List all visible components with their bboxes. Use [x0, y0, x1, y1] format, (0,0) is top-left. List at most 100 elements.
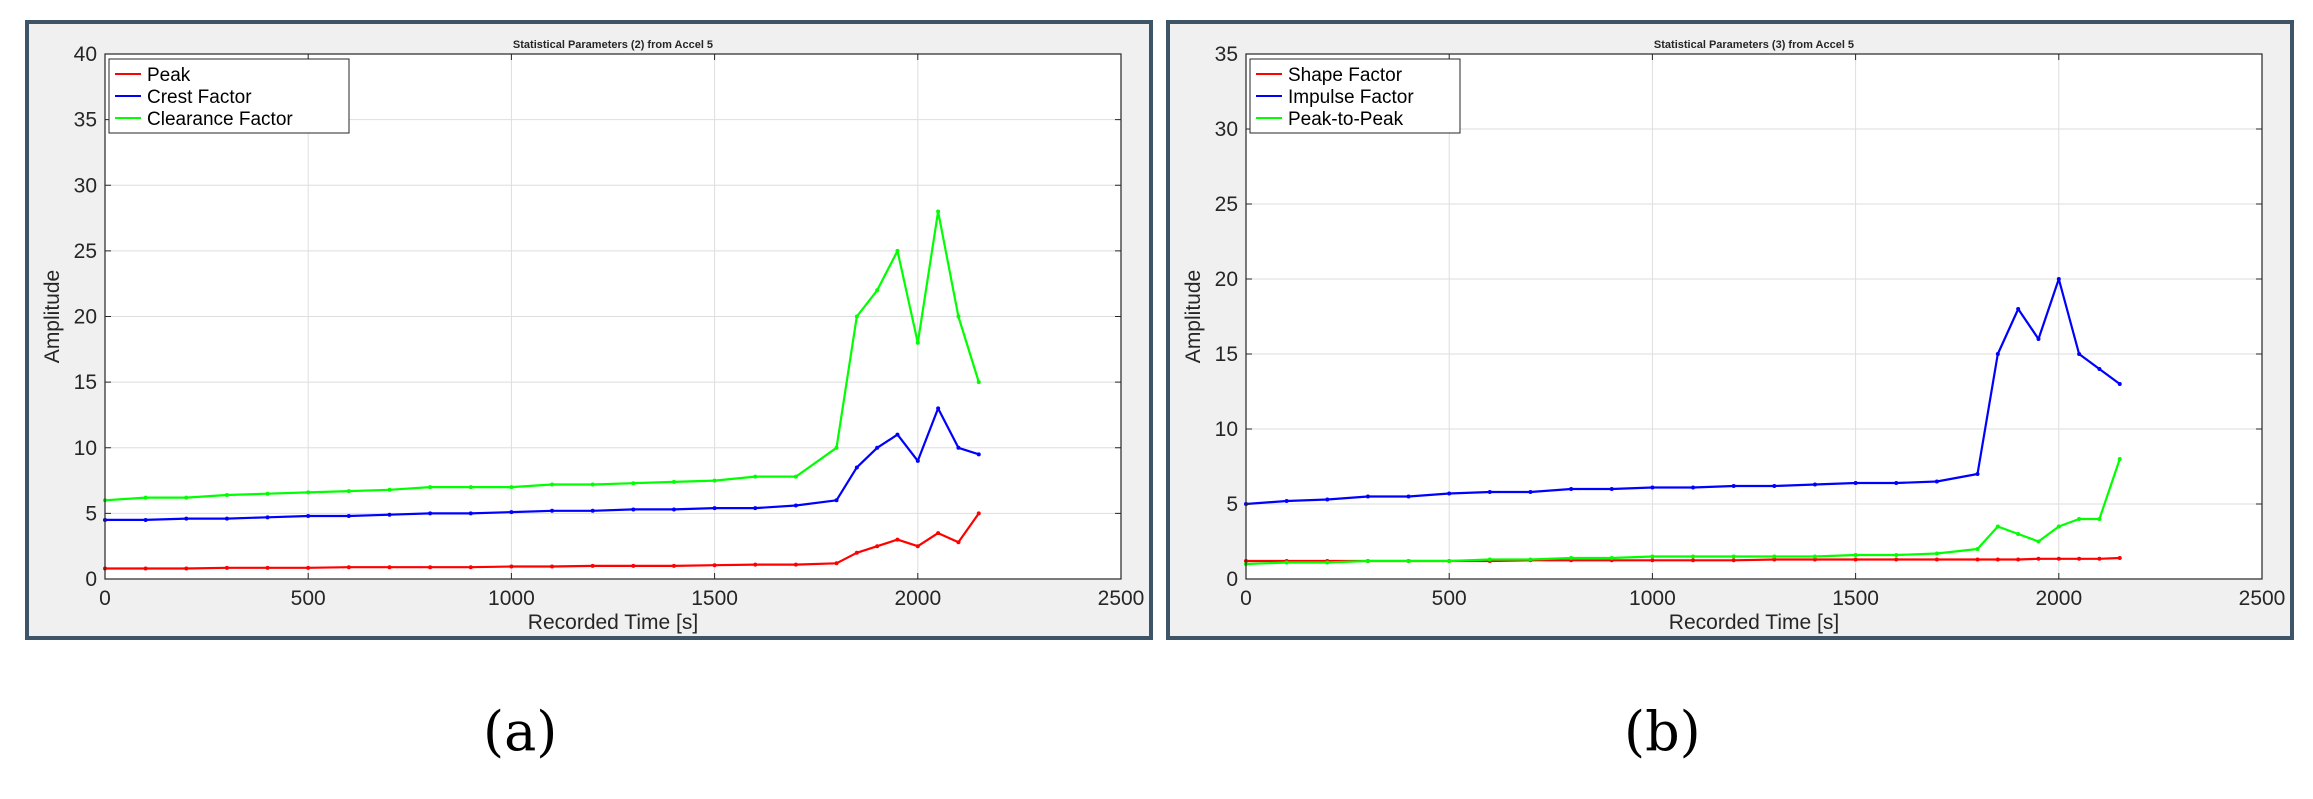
data-point	[712, 563, 717, 568]
data-point	[1995, 557, 2000, 562]
data-point	[1365, 494, 1370, 499]
data-point	[2077, 352, 2082, 356]
data-point	[2077, 517, 2082, 521]
y-tick-label: 15	[1215, 343, 1238, 366]
data-point	[671, 507, 676, 512]
data-point	[915, 458, 920, 463]
y-tick-label: 0	[1226, 568, 1238, 591]
legend-label-2: Crest Factor	[147, 87, 252, 108]
data-point	[224, 493, 229, 497]
data-point	[1853, 553, 1858, 557]
data-point	[1812, 557, 1817, 562]
data-point	[590, 508, 595, 513]
data-point	[854, 465, 859, 470]
data-point	[346, 514, 351, 518]
data-point	[550, 482, 555, 487]
data-point	[895, 432, 900, 437]
data-point	[2097, 556, 2102, 561]
chart-panel-a: 0 500 1000 1500 2000 2500 0 5 10 15 20 25 30 35 40 Stat…	[25, 20, 1153, 640]
series-line-2	[1245, 277, 2121, 506]
data-point	[387, 512, 392, 517]
legend-label-3: Peak-to-Peak	[1288, 109, 1404, 130]
x-tick-label: 1500	[691, 587, 738, 610]
data-point	[1731, 484, 1736, 488]
data-point	[2056, 556, 2061, 561]
data-point	[468, 565, 473, 570]
data-point	[915, 544, 920, 549]
data-point	[854, 314, 859, 319]
data-point	[387, 565, 392, 570]
series-line-3	[104, 210, 980, 502]
data-point	[956, 314, 961, 319]
legend-label-1: Shape Factor	[1288, 65, 1403, 86]
data-point	[1569, 487, 1574, 491]
data-point	[875, 445, 880, 450]
chart-b: 0 500 1000 1500 2000 2500 0 5 10 15 20 25 30 35 Statis…	[1182, 39, 2286, 634]
data-point	[1975, 547, 1980, 551]
data-point	[956, 540, 961, 545]
data-point	[306, 565, 311, 570]
data-point	[1406, 559, 1411, 563]
data-point	[1650, 554, 1655, 559]
y-tick-label: 5	[1226, 493, 1238, 516]
data-point	[936, 406, 941, 411]
data-point	[265, 515, 270, 520]
data-point	[1487, 490, 1492, 494]
data-point	[1650, 485, 1655, 490]
data-point	[143, 495, 148, 500]
y-tick-label: 20	[1215, 268, 1238, 291]
data-point	[2077, 556, 2082, 561]
data-point	[1406, 494, 1411, 499]
data-point	[976, 511, 981, 516]
data-point	[976, 380, 981, 385]
data-point	[1691, 485, 1696, 490]
data-point	[468, 485, 473, 490]
data-point	[1691, 554, 1696, 559]
data-point	[793, 474, 798, 479]
x-tick-label: 2500	[2239, 587, 2286, 610]
data-point	[895, 248, 900, 253]
y-tick-label: 10	[74, 437, 97, 460]
data-point	[1772, 554, 1777, 559]
legend-label-1: Peak	[147, 65, 191, 86]
data-point	[2117, 457, 2122, 461]
chart-panel-b: 0 500 1000 1500 2000 2500 0 5 10 15 20 25 30 35 Statis…	[1166, 20, 2294, 640]
data-point	[2056, 277, 2061, 281]
series-line-2	[105, 407, 980, 521]
chart-title: Statistical Parameters (2) from Accel 5	[513, 39, 713, 51]
data-point	[1995, 352, 2000, 356]
x-tick-label: 2000	[894, 587, 941, 610]
plot-area	[1246, 54, 2262, 579]
x-tick-label: 1000	[1629, 587, 1676, 610]
data-point	[1650, 558, 1655, 563]
data-point	[956, 445, 961, 450]
data-point	[550, 508, 555, 513]
data-point	[1284, 499, 1289, 503]
data-point	[2117, 382, 2122, 386]
x-tick-label: 2500	[1098, 587, 1145, 610]
x-axis-label: Recorded Time [s]	[528, 611, 698, 634]
data-point	[184, 516, 189, 521]
x-tick-label: 500	[1432, 587, 1467, 610]
data-point	[428, 511, 433, 516]
data-point	[834, 561, 839, 566]
data-point	[875, 544, 880, 549]
data-point	[224, 516, 229, 521]
series-line-3	[1245, 458, 2121, 566]
data-point	[1853, 481, 1858, 485]
data-point	[1569, 556, 1574, 560]
data-point	[2016, 532, 2021, 536]
data-point	[712, 478, 717, 483]
data-point	[2117, 556, 2122, 560]
y-tick-label: 30	[74, 174, 97, 197]
x-tick-label: 0	[1240, 587, 1252, 610]
data-point	[976, 452, 981, 457]
data-point	[1934, 551, 1939, 556]
data-point	[2016, 307, 2021, 311]
data-point	[2036, 539, 2041, 544]
data-point	[1772, 484, 1777, 488]
y-tick-label: 20	[74, 306, 97, 329]
data-point	[834, 498, 839, 503]
data-point	[712, 506, 717, 511]
data-point	[895, 537, 900, 542]
